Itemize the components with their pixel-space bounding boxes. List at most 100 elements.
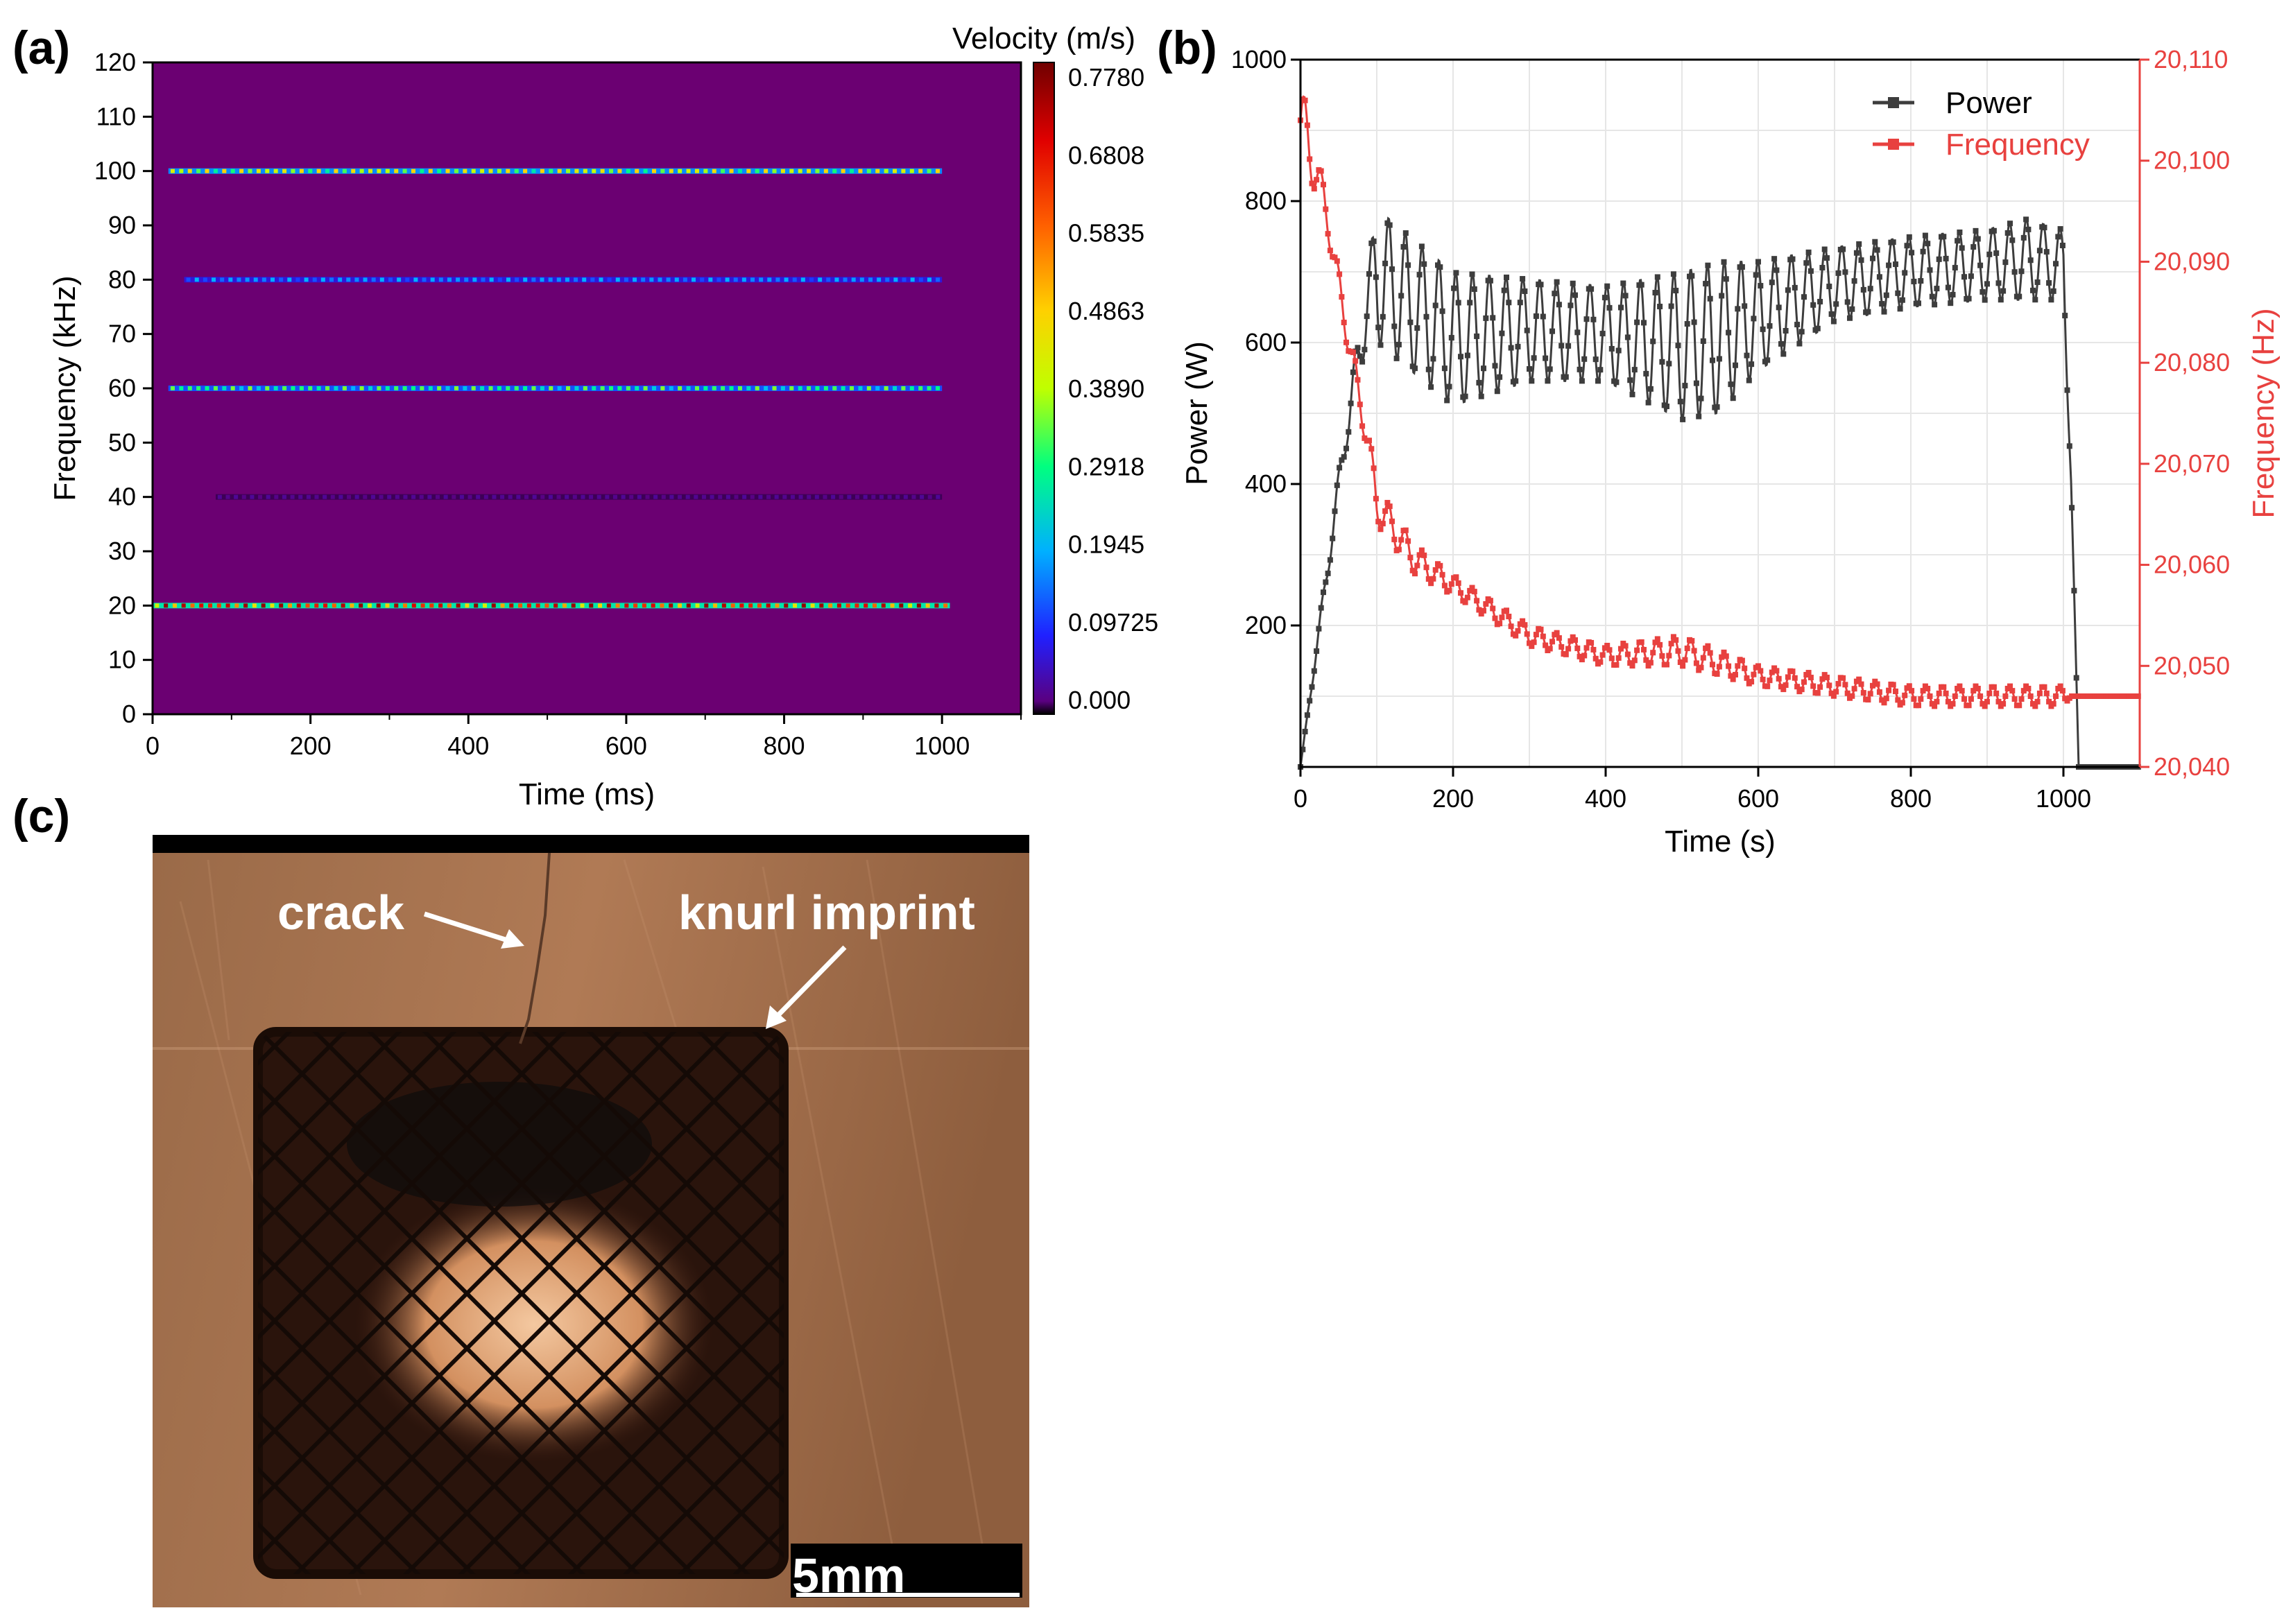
band-cell (419, 494, 424, 499)
spectrogram-x-ticks: 0 200 400 600 800 1000 (146, 714, 1022, 760)
data-point (1970, 688, 1977, 694)
data-point (1749, 679, 1755, 685)
band-cell (666, 277, 671, 282)
band-cell (387, 494, 392, 499)
data-point (1327, 557, 1333, 563)
band-cell (755, 386, 759, 390)
data-point (1856, 676, 1862, 682)
data-point (1547, 366, 1553, 372)
data-point (2027, 693, 2034, 699)
data-point (2018, 696, 2025, 702)
band-cell (617, 386, 622, 390)
data-point (1577, 653, 1583, 659)
band-cell (237, 277, 241, 282)
data-point (1499, 614, 1505, 621)
band-20khz (153, 603, 950, 609)
band-cell (609, 386, 614, 390)
data-point (1744, 352, 1750, 359)
data-point (1986, 251, 1993, 257)
band-cell (341, 603, 345, 608)
data-point (1309, 180, 1315, 187)
data-point (1984, 281, 1990, 287)
data-point (1428, 580, 1434, 587)
band-cell (256, 386, 261, 390)
data-point (1830, 693, 1837, 699)
data-point (1805, 670, 1812, 676)
data-point (1599, 652, 1606, 658)
data-point (1506, 614, 1512, 620)
band-cell (516, 494, 521, 499)
data-point (1558, 643, 1565, 650)
data-point (1300, 746, 1306, 752)
band-cell (514, 169, 519, 173)
x-tick-label: 200 (290, 732, 332, 760)
band-glow (153, 603, 950, 609)
data-point (1565, 646, 1572, 652)
y-tick-label: 120 (94, 48, 136, 76)
x-tick-label: 400 (447, 732, 489, 760)
data-point (1643, 657, 1649, 663)
band-cell (589, 603, 594, 608)
band-cell (746, 386, 751, 390)
data-point (1670, 271, 1676, 277)
band-100khz (168, 168, 943, 174)
data-point (1402, 527, 1409, 533)
band-cell (615, 603, 620, 608)
band-cell (413, 277, 418, 282)
data-point (1622, 643, 1629, 649)
data-point (1455, 300, 1461, 306)
band-cell (282, 386, 287, 390)
data-point (1467, 300, 1473, 306)
data-point (1764, 357, 1771, 363)
band-cell (377, 386, 381, 390)
data-point (1441, 582, 1448, 589)
data-point (1881, 309, 1887, 315)
data-point (1867, 286, 1873, 292)
band-cell (205, 169, 209, 173)
data-point (1785, 674, 1791, 680)
band-cell (832, 386, 837, 390)
data-point (1540, 313, 1546, 320)
band-cell (463, 386, 467, 390)
data-point (1872, 239, 1878, 245)
crack-label: crack (277, 886, 404, 940)
data-point (1700, 338, 1706, 344)
band-cell (471, 386, 476, 390)
data-point (1758, 668, 1764, 674)
data-point (2059, 242, 2066, 248)
data-point (1520, 276, 1526, 282)
band-60khz (168, 386, 943, 391)
data-point (1723, 276, 1729, 282)
band-cell (220, 277, 225, 282)
band-cell (725, 494, 730, 499)
band-cell (282, 494, 286, 499)
band-cell (308, 169, 313, 173)
data-point (1760, 676, 1766, 682)
data-point (1893, 261, 1898, 268)
band-cell (780, 169, 785, 173)
band-cell (633, 277, 637, 282)
data-point (2002, 259, 2009, 266)
band-glow (184, 277, 943, 283)
data-point (1698, 664, 1704, 671)
data-point (1751, 671, 1757, 677)
data-point (1995, 698, 2002, 705)
band-cell (187, 386, 192, 390)
data-point (1758, 283, 1764, 289)
band-cell (443, 494, 448, 499)
data-point (1925, 241, 1931, 247)
data-point (2034, 698, 2041, 705)
colorbar-tick-label: 0.4863 (1068, 297, 1144, 325)
data-point (1334, 482, 1340, 488)
band-cell (429, 603, 434, 608)
band-cell (488, 169, 493, 173)
band-cell (572, 494, 577, 499)
data-point (1865, 697, 1871, 703)
data-point (1339, 294, 1345, 300)
data-point (1733, 671, 1738, 677)
band-cell (936, 277, 941, 282)
data-point (1941, 234, 1947, 240)
data-point (2059, 688, 2066, 694)
band-cell (332, 603, 336, 608)
band-cell (863, 494, 868, 499)
